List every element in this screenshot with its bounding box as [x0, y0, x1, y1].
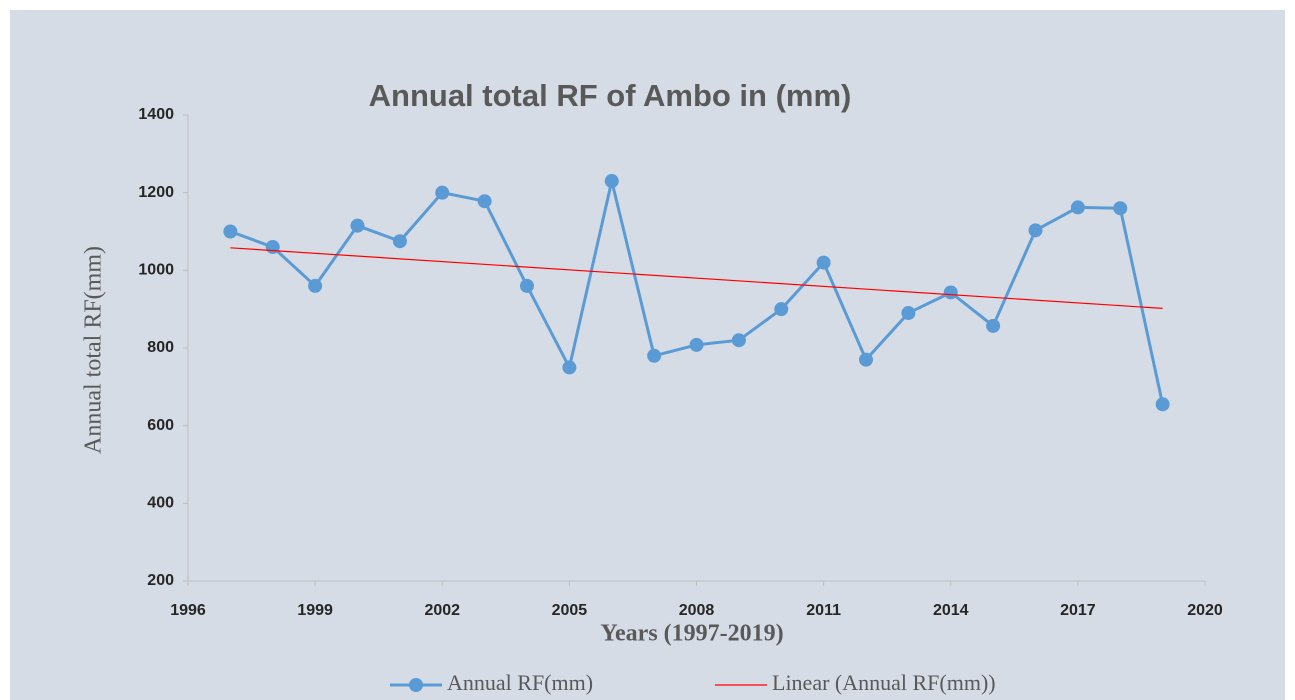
data-point [435, 185, 450, 200]
data-point [774, 302, 789, 317]
x-tick-label: 1996 [170, 602, 206, 619]
y-tick-label: 600 [147, 417, 174, 434]
trend-line [230, 247, 1163, 309]
y-axis-title: Annual total RF(mm) [81, 246, 107, 454]
data-point [1113, 201, 1128, 216]
data-point [986, 318, 1001, 333]
data-point [816, 255, 831, 270]
y-tick-label: 200 [147, 572, 174, 589]
data-point [392, 234, 407, 249]
data-point [859, 352, 873, 367]
x-tick-label: 2005 [552, 602, 588, 619]
x-axis-title: Years (1997-2019) [600, 621, 783, 647]
data-point [308, 278, 323, 293]
x-tick-label: 2011 [806, 602, 841, 619]
data-point [689, 337, 704, 352]
y-tick-label: 1400 [138, 106, 174, 123]
data-point [477, 194, 492, 209]
x-tick-label: 2002 [424, 602, 460, 619]
x-tick-label: 1999 [297, 602, 333, 619]
y-tick-label: 1200 [138, 184, 174, 201]
data-point [350, 218, 365, 233]
data-point [901, 306, 916, 321]
y-tick-label: 800 [147, 339, 174, 356]
data-point [265, 240, 280, 255]
x-tick-label: 2020 [1187, 602, 1223, 619]
y-tick-label: 400 [147, 495, 174, 512]
legend-marker [409, 678, 423, 692]
x-tick-label: 2017 [1060, 602, 1096, 619]
chart-title: Annual total RF of Ambo in (mm) [369, 78, 852, 113]
data-point [1155, 397, 1170, 412]
y-tick-label: 1000 [138, 262, 174, 279]
data-point [520, 278, 534, 293]
data-point [943, 285, 958, 300]
data-point [604, 174, 619, 189]
data-point [1070, 200, 1085, 215]
legend-label: Linear (Annual RF(mm)) [772, 670, 996, 695]
data-point [731, 333, 746, 348]
data-point [223, 224, 238, 239]
data-point [1028, 223, 1043, 238]
data-point [647, 348, 662, 363]
x-tick-label: 2008 [679, 602, 715, 619]
legend-label: Annual RF(mm) [447, 670, 593, 695]
data-point [562, 360, 577, 375]
x-tick-label: 2014 [933, 602, 969, 619]
